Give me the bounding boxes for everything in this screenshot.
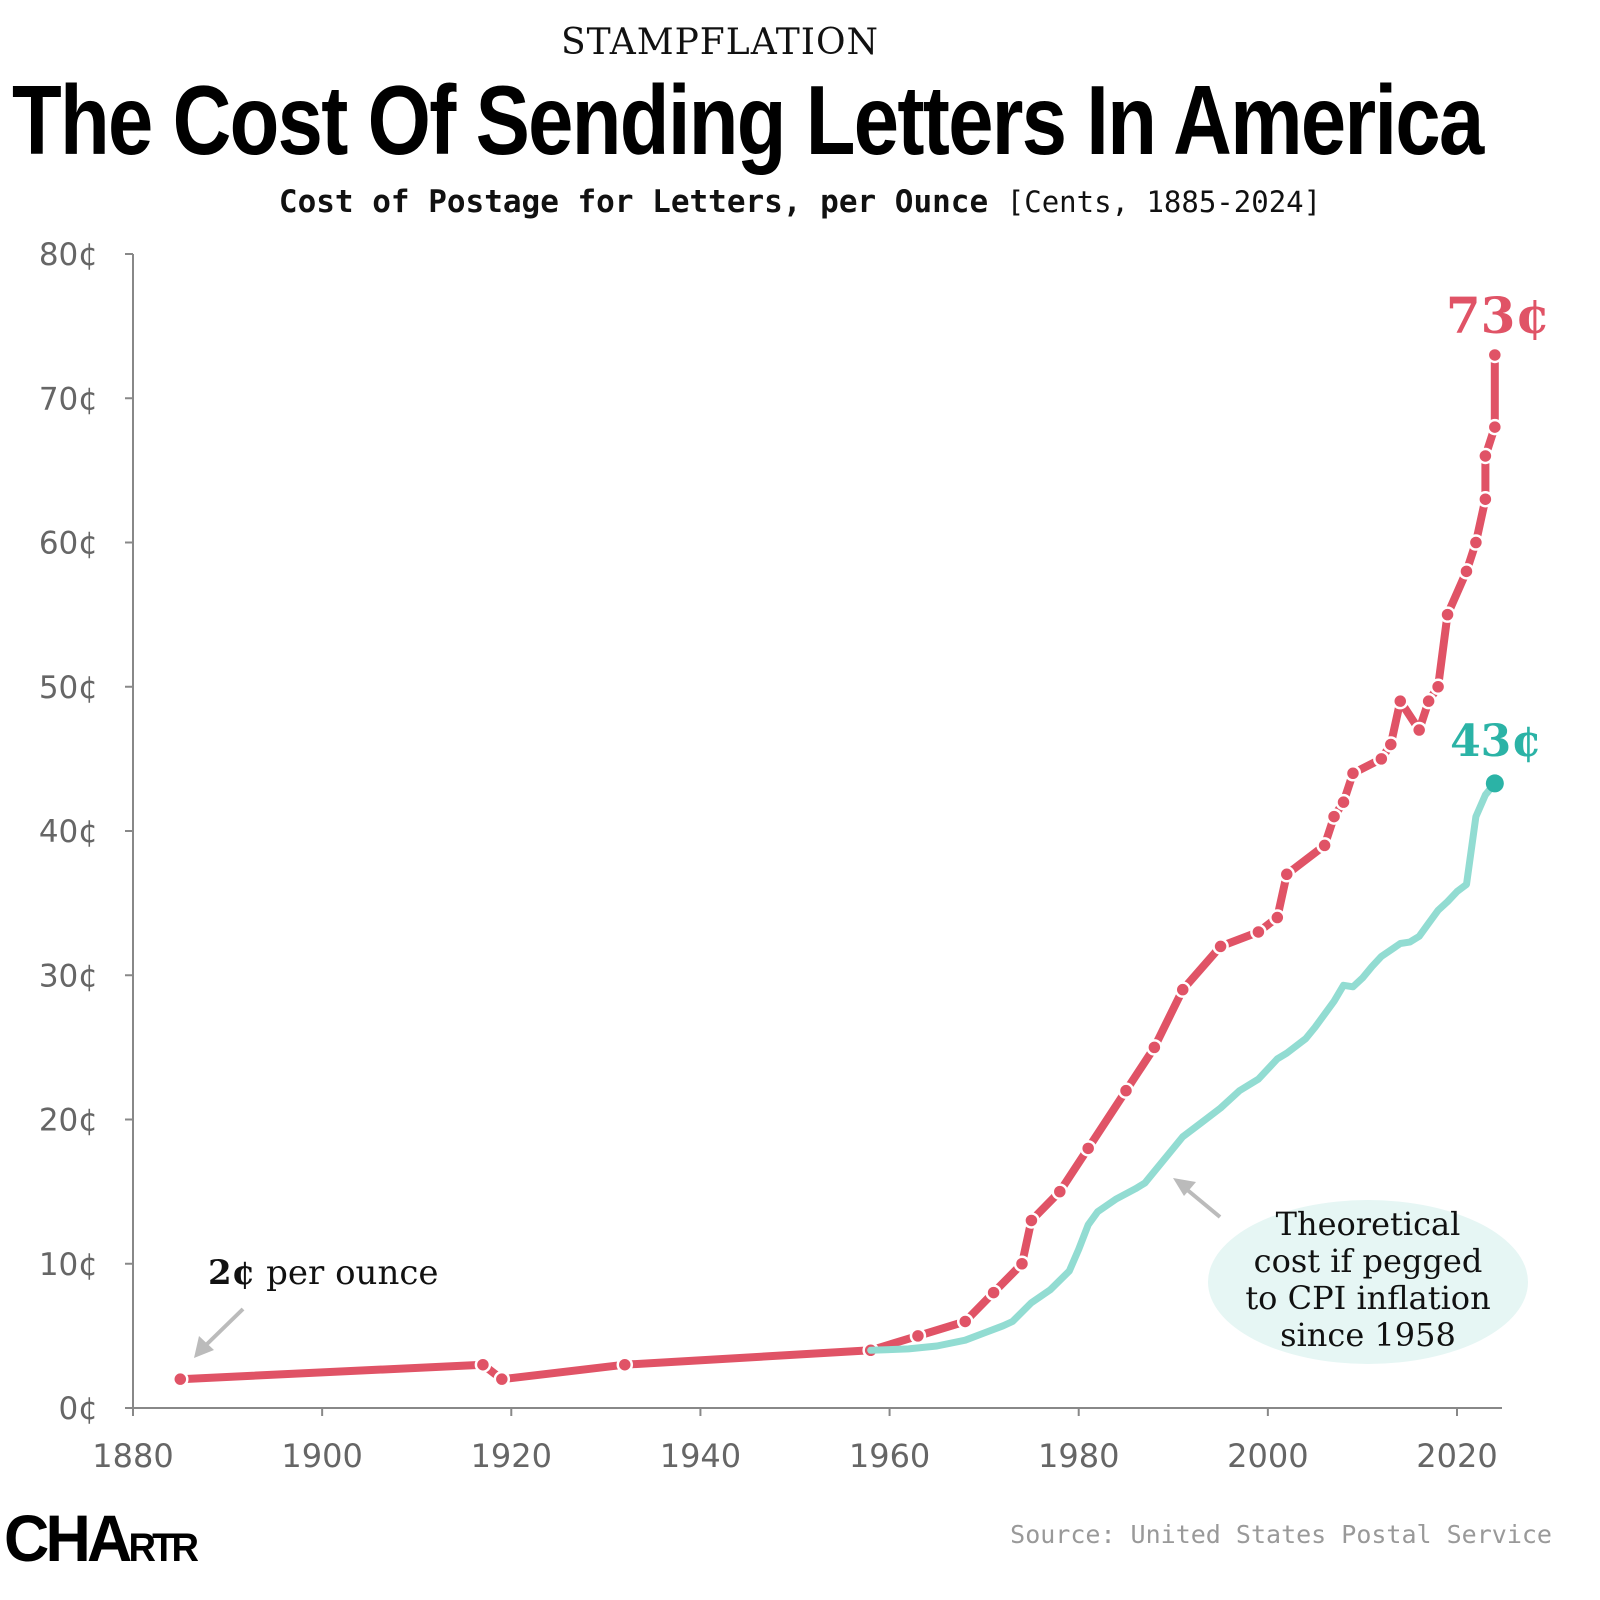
data-point [1117,1082,1135,1099]
data-point [1477,447,1494,465]
x-tick-label: 1960 [849,1437,930,1475]
chart-subtitle: Cost of Postage for Letters, per Ounce [… [0,184,1600,220]
data-point [172,1370,189,1388]
y-tick-label: 0¢ [59,1391,98,1427]
data-point [1458,563,1475,580]
data-point [1212,938,1229,955]
data-point [1269,909,1286,926]
data-point-cpi-end [1485,774,1504,793]
y-tick-label: 30¢ [39,958,98,994]
y-tick-label: 50¢ [39,670,98,706]
chartr-logo: CHARTR [4,1501,199,1575]
kicker: STAMPFLATION [561,22,879,63]
data-point [956,1313,974,1330]
data-point [474,1356,492,1373]
data-point [1392,692,1409,710]
series-line-cpi [867,779,1499,1354]
data-point [1335,793,1352,811]
x-tick-label: 2000 [1227,1437,1308,1475]
data-point [1344,765,1362,782]
source-note: Source: United States Postal Service [1010,1520,1552,1549]
y-tick-label: 40¢ [39,814,98,850]
data-point [1477,490,1494,508]
x-tick-label: 1900 [281,1437,362,1475]
annotation-bubble [1208,1200,1528,1364]
data-point [1013,1255,1031,1272]
x-tick-label: 1980 [1038,1437,1119,1475]
data-point [1278,866,1296,883]
data-point [1486,418,1504,436]
annotation-arrow [203,1307,245,1348]
y-tick-label: 10¢ [39,1247,98,1283]
data-point [1373,750,1390,768]
data-point [1250,923,1267,941]
data-point [1420,692,1437,710]
data-point [1146,1039,1163,1056]
y-tick-label: 80¢ [39,237,98,273]
arrowhead-icon [194,1336,214,1358]
data-point [616,1356,634,1373]
page-title: The Cost Of Sending Letters In America [12,65,1484,175]
data-point [985,1284,1002,1301]
subtitle-unit: [Cents, 1885-2024] [1006,185,1322,219]
y-tick-label: 60¢ [39,526,98,562]
arrowhead-icon [1173,1178,1196,1196]
end-label-cpi: 43¢ [1450,716,1542,767]
annotation-text: to CPI inflation [1245,1279,1490,1317]
data-point [1051,1183,1069,1200]
data-point [1439,606,1456,623]
data-point [1429,678,1447,695]
annotation-2c: 2¢ per ounce [208,1253,439,1293]
data-point [909,1327,927,1345]
data-point [1410,721,1428,739]
data-point [1486,346,1504,364]
data-point [1325,808,1343,825]
x-tick-label: 1880 [92,1437,173,1475]
annotation-text: Theoretical [1276,1205,1461,1243]
annotation-arrow [1183,1186,1222,1219]
data-point [1316,837,1333,854]
x-tick-label: 1940 [660,1437,741,1475]
x-tick-label: 1920 [471,1437,552,1475]
data-point [1174,981,1191,998]
data-point [1467,534,1485,551]
data-point [1382,736,1400,753]
y-tick-label: 70¢ [39,381,98,417]
x-tick-label: 2020 [1416,1437,1497,1475]
subtitle-main: Cost of Postage for Letters, per Ounce [278,184,989,220]
annotation-text: cost if pegged [1254,1242,1483,1280]
data-point [493,1370,511,1388]
end-label-postage: 73¢ [1446,286,1550,345]
y-tick-label: 20¢ [39,1103,98,1139]
annotation-text: since 1958 [1280,1316,1456,1354]
data-point [1079,1140,1097,1157]
data-point [1023,1212,1040,1229]
